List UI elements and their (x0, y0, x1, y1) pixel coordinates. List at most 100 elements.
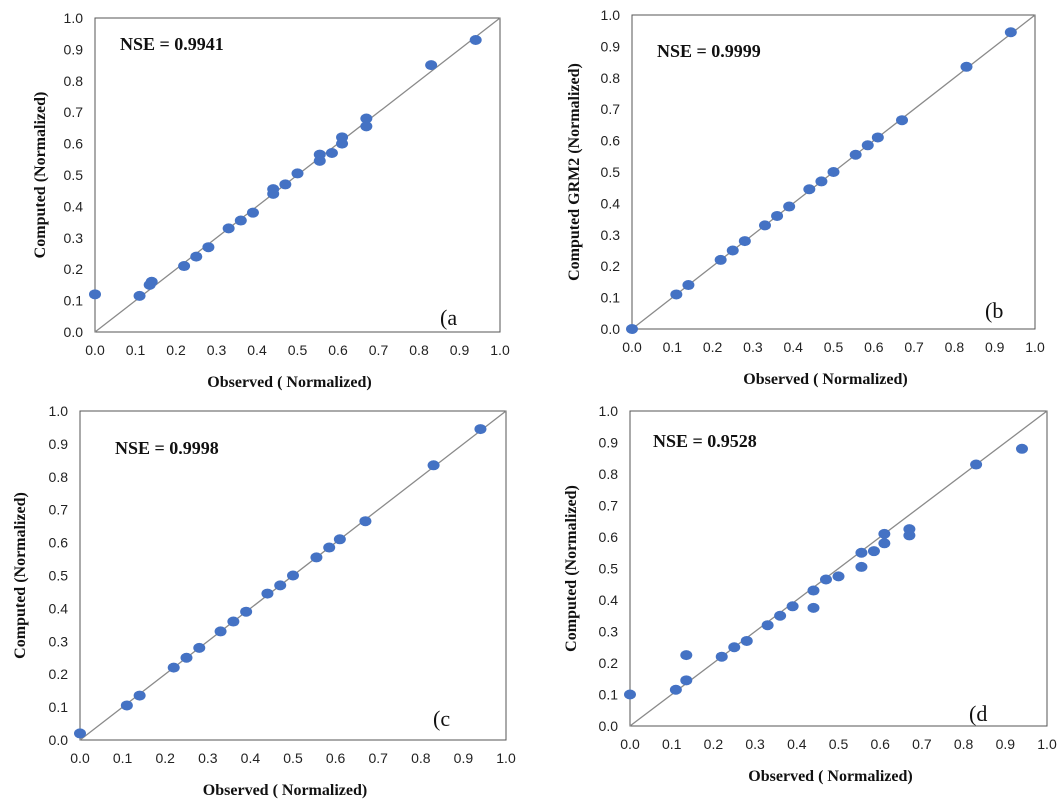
data-point (771, 210, 784, 221)
x-axis-label: Observed ( Normalized) (207, 374, 371, 391)
data-point (222, 223, 235, 234)
data-point (267, 184, 280, 195)
y-tick-label: 0.1 (601, 290, 621, 306)
x-tick-label: 0.2 (155, 750, 175, 766)
x-tick-label: 0.5 (283, 750, 303, 766)
x-tick-label: 0.2 (703, 339, 723, 355)
plot-frame (631, 14, 1036, 330)
y-tick-label: 0.6 (601, 133, 621, 149)
x-tick-label: 0.1 (663, 339, 683, 355)
y-tick-label: 0.4 (49, 600, 69, 616)
y-axis-label: Computed (Normalized) (563, 485, 580, 652)
data-point (758, 220, 771, 231)
data-point (715, 651, 728, 662)
data-point (214, 626, 227, 637)
y-tick-label: 0.2 (599, 655, 619, 671)
plot-frame (94, 17, 501, 333)
data-point (774, 610, 787, 621)
y-tick-label: 1.0 (601, 7, 621, 23)
x-tick-label: 0.4 (241, 750, 261, 766)
x-tick-label: 0.5 (288, 342, 308, 358)
nse-annotation: NSE = 0.9999 (657, 41, 761, 61)
data-point (669, 684, 682, 695)
x-tick-label: 0.6 (864, 339, 884, 355)
data-point (190, 251, 203, 262)
x-tick-label: 0.3 (745, 736, 765, 752)
data-point (474, 424, 487, 435)
data-point (815, 176, 828, 187)
data-point (867, 546, 880, 557)
y-tick-label: 0.3 (599, 624, 619, 640)
nse-annotation: NSE = 0.9998 (115, 438, 219, 458)
x-tick-label: 1.0 (1025, 339, 1045, 355)
data-point (680, 675, 693, 686)
chart-panel-a: 0.0 0.1 0.2 0.3 0.4 0.5 0.6 0.7 0.8 0.9 1.0 0.0 0.1 0… (32, 10, 510, 391)
data-point (234, 215, 247, 226)
data-point (807, 602, 820, 613)
data-point (145, 276, 158, 287)
y-tick-label: 0.9 (599, 435, 619, 451)
data-point (313, 149, 326, 160)
x-tick-label: 0.7 (369, 342, 389, 358)
x-tick-label: 0.5 (829, 736, 849, 752)
x-axis-label: Observed ( Normalized) (203, 782, 367, 799)
data-point (310, 552, 323, 563)
y-axis-label: Computed GRM2 (Normalized) (566, 63, 583, 281)
data-point (726, 245, 739, 256)
data-point (425, 60, 438, 71)
y-tick-label: 0.6 (49, 535, 69, 551)
y-tick-label: 0.9 (64, 41, 84, 57)
data-point (783, 201, 796, 212)
data-point (728, 642, 741, 653)
data-point (178, 261, 191, 272)
data-point (624, 689, 636, 700)
y-tick-label: 0.1 (599, 687, 619, 703)
x-tick-label: 0.6 (328, 342, 348, 358)
x-tick-label: 0.8 (409, 342, 429, 358)
x-tick-label: 0.0 (620, 736, 640, 752)
data-point (680, 650, 693, 661)
data-point (323, 542, 336, 553)
data-point (133, 690, 146, 701)
y-tick-label: 0.7 (601, 101, 621, 117)
x-tick-label: 0.0 (70, 750, 90, 766)
data-point (855, 561, 868, 572)
y-tick-label: 0.0 (599, 718, 619, 734)
y-tick-label: 0.9 (49, 436, 69, 452)
x-tick-label: 0.6 (326, 750, 346, 766)
x-tick-label: 0.7 (368, 750, 388, 766)
x-tick-label: 0.4 (783, 339, 803, 355)
plot-frame (629, 410, 1048, 727)
nse-annotation: NSE = 0.9941 (120, 34, 224, 54)
x-tick-label: 0.8 (954, 736, 974, 752)
y-tick-label: 0.0 (64, 324, 84, 340)
y-tick-label: 0.0 (601, 321, 621, 337)
data-point (227, 616, 240, 627)
data-point (261, 588, 274, 599)
data-point (871, 132, 884, 143)
y-tick-label: 0.5 (64, 167, 84, 183)
data-point (740, 635, 753, 646)
data-point (120, 700, 133, 711)
y-tick-label: 1.0 (49, 403, 69, 419)
y-tick-label: 0.8 (49, 469, 69, 485)
data-point (246, 207, 259, 218)
data-point (738, 236, 751, 247)
y-tick-label: 0.7 (49, 502, 69, 518)
y-tick-label: 0.7 (599, 498, 619, 514)
x-tick-label: 0.9 (985, 339, 1005, 355)
x-tick-label: 0.8 (411, 750, 431, 766)
data-point (359, 516, 372, 527)
data-point (469, 34, 482, 45)
x-tick-label: 0.2 (166, 342, 186, 358)
x-tick-label: 1.0 (490, 342, 510, 358)
x-tick-label: 0.1 (662, 736, 682, 752)
y-tick-label: 0.2 (601, 258, 621, 274)
y-tick-label: 0.6 (599, 529, 619, 545)
data-point (202, 242, 215, 253)
data-point (819, 574, 832, 585)
y-tick-label: 0.4 (601, 195, 621, 211)
y-tick-label: 0.8 (64, 73, 84, 89)
x-tick-label: 0.4 (247, 342, 267, 358)
data-point (180, 652, 193, 663)
